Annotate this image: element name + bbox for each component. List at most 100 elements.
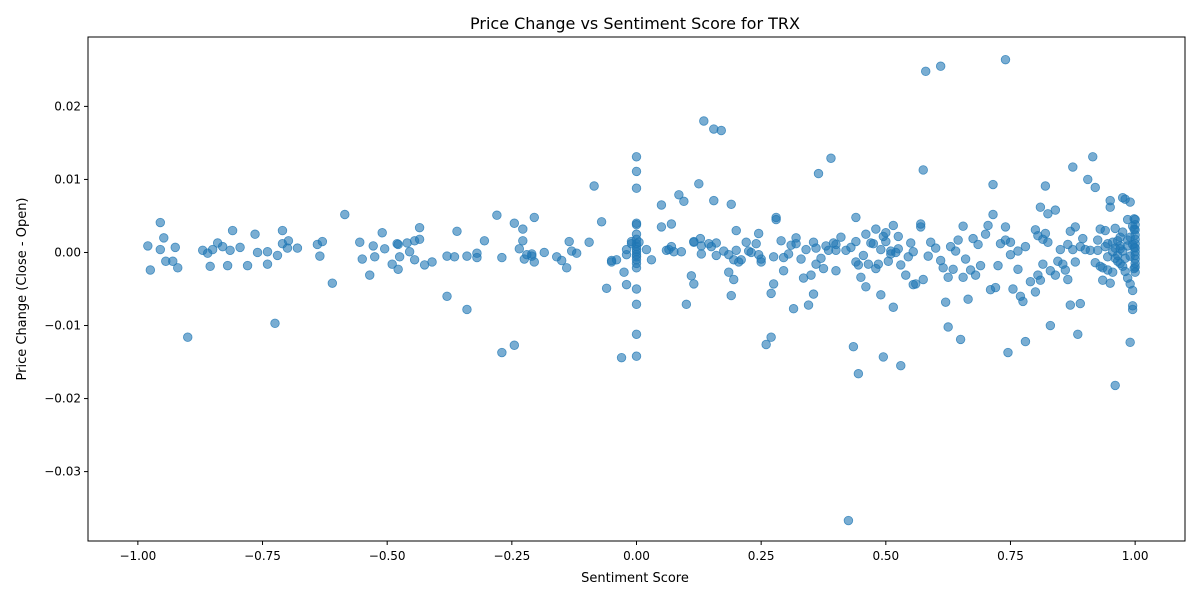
data-point: [851, 212, 861, 223]
data-point: [1070, 222, 1081, 232]
data-point: [908, 247, 918, 257]
data-point: [1063, 274, 1073, 285]
data-point: [868, 239, 879, 249]
data-point: [958, 272, 968, 283]
data-point: [393, 264, 403, 274]
data-point: [1040, 181, 1051, 191]
data-point: [729, 274, 739, 285]
data-point: [539, 247, 549, 258]
x-tick-label: −0.50: [369, 549, 406, 563]
data-point: [377, 228, 387, 238]
data-point: [731, 245, 741, 255]
data-point: [497, 347, 507, 358]
data-point: [726, 199, 736, 209]
data-point: [863, 259, 874, 269]
data-point: [858, 250, 869, 261]
data-point: [315, 251, 325, 261]
y-tick-label: 0.00: [54, 245, 81, 259]
data-point: [943, 272, 953, 283]
y-tick-label: 0.02: [54, 99, 81, 113]
data-point: [851, 236, 861, 247]
data-point: [409, 255, 420, 265]
data-point: [741, 237, 751, 247]
x-axis-ticks: −1.00 −0.75 −0.50 −0.25 0.00 0.25 0.50 0.75 1.00: [119, 541, 1148, 563]
data-point: [811, 243, 821, 253]
data-point: [173, 263, 183, 273]
data-point: [753, 228, 764, 239]
data-point: [1008, 284, 1018, 294]
data-point: [881, 228, 891, 238]
data-point: [990, 282, 1001, 293]
data-point: [561, 263, 572, 273]
data-point: [993, 260, 1003, 271]
data-point: [1043, 237, 1053, 247]
data-point: [876, 290, 886, 300]
data-point: [1000, 222, 1011, 232]
data-point: [631, 299, 642, 310]
data-point: [963, 294, 973, 304]
data-point: [621, 249, 632, 260]
data-point: [656, 222, 667, 232]
y-tick-label: −0.02: [44, 392, 81, 406]
data-point: [414, 234, 425, 245]
data-point: [699, 116, 709, 126]
data-point: [584, 237, 594, 247]
data-point: [1088, 152, 1098, 162]
data-point: [1055, 244, 1066, 255]
data-point: [183, 332, 193, 342]
data-point: [159, 233, 169, 243]
data-point: [1005, 237, 1016, 247]
data-point: [646, 255, 657, 265]
data-point: [1112, 236, 1123, 246]
data-point: [514, 244, 525, 254]
data-point: [1000, 54, 1011, 65]
data-point: [803, 300, 814, 310]
data-point: [826, 153, 836, 163]
data-point: [1100, 225, 1110, 236]
data-point: [796, 254, 806, 264]
data-point: [631, 263, 642, 273]
data-point: [427, 257, 437, 267]
data-point: [205, 261, 215, 272]
data-point: [527, 249, 537, 259]
data-point: [472, 248, 482, 258]
data-point: [611, 255, 622, 265]
data-point: [948, 264, 958, 274]
data-point: [479, 236, 490, 246]
data-point: [696, 249, 707, 259]
data-point: [709, 124, 719, 134]
data-point: [631, 284, 642, 294]
data-point: [217, 241, 228, 252]
data-point: [716, 125, 726, 136]
data-point: [988, 179, 998, 190]
data-point: [776, 236, 786, 246]
data-point: [370, 252, 380, 262]
data-point: [452, 226, 462, 237]
data-point: [1127, 285, 1138, 296]
data-point: [876, 244, 886, 255]
data-point: [1003, 347, 1013, 358]
data-point: [1035, 275, 1046, 285]
data-point: [930, 243, 941, 253]
data-point: [788, 304, 799, 314]
data-point: [497, 252, 507, 263]
data-point: [756, 257, 766, 267]
data-point: [871, 224, 881, 234]
data-point: [449, 252, 460, 262]
data-point: [442, 291, 452, 302]
data-point: [1117, 227, 1128, 237]
data-point: [893, 244, 903, 254]
data-point: [768, 279, 779, 289]
x-tick-label: −1.00: [119, 549, 156, 563]
data-point: [414, 222, 425, 233]
y-axis-ticks: −0.03 −0.02 −0.01 0.00 0.01 0.02: [44, 99, 88, 479]
data-point: [761, 339, 771, 350]
data-point: [896, 260, 906, 270]
data-point: [631, 351, 642, 361]
data-point: [853, 369, 864, 379]
data-point: [938, 263, 948, 273]
data-point: [943, 322, 953, 332]
data-point: [1110, 223, 1120, 234]
